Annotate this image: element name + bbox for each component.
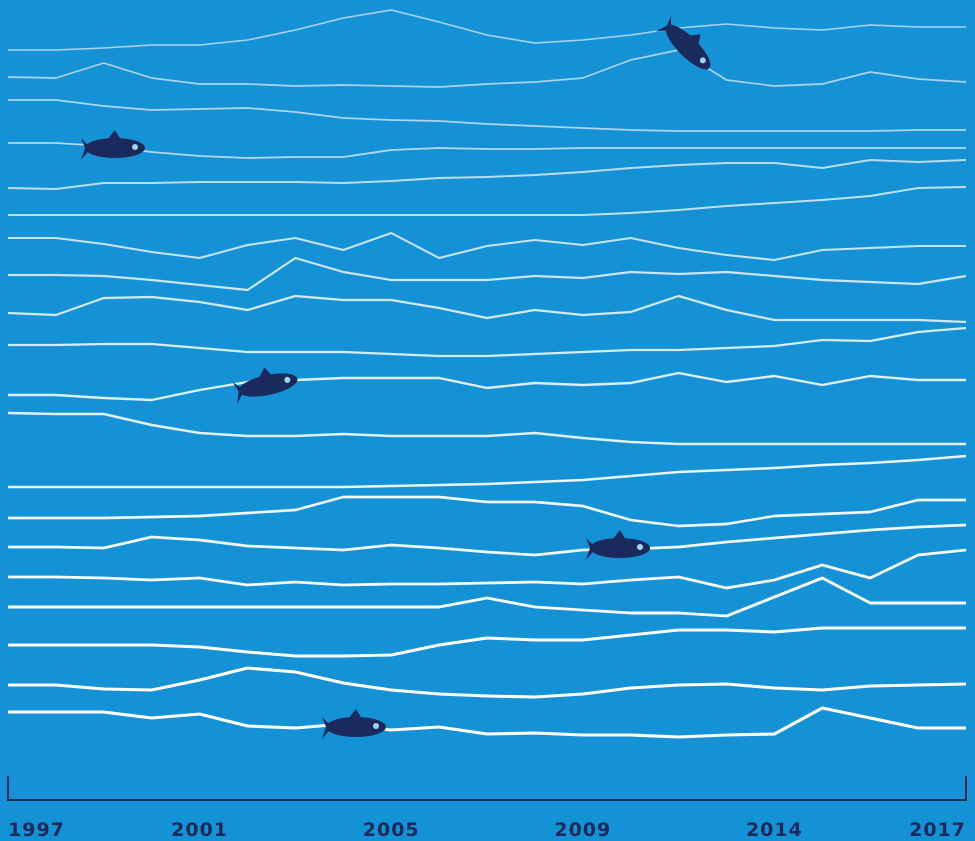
x-tick-label: 2005 [363,819,420,841]
series-line [8,666,967,699]
axis-bracket [7,776,967,801]
x-tick-label: 2009 [554,819,611,841]
x-labels: 1997 2001 2005 2009 2014 2017 [8,819,966,841]
fish [322,709,386,739]
series-line [8,326,967,358]
series-line [8,186,967,216]
series-line [8,523,967,557]
axis [7,776,967,801]
series-line [7,294,967,324]
x-tick-label: 2014 [746,819,803,841]
series-line [8,231,966,262]
x-tick-label: 1997 [8,819,65,841]
series-line [7,159,967,190]
series-line [8,454,967,489]
series-line [8,495,966,528]
x-tick-label: 2001 [171,819,228,841]
series-line [7,411,966,446]
series-line [8,371,966,402]
fish [586,530,650,560]
series-line [8,9,966,51]
series-line [8,576,966,618]
fish [232,367,298,404]
series-line [8,256,967,292]
series-line [8,626,966,658]
series-line [8,142,966,159]
fish [81,130,145,160]
series-line [8,548,967,590]
series-line [8,706,966,739]
series-line [8,99,966,132]
series-line [7,49,967,88]
fish [655,15,711,70]
x-tick-label: 2017 [909,819,966,841]
lines [7,9,967,739]
fish-group [81,15,711,739]
